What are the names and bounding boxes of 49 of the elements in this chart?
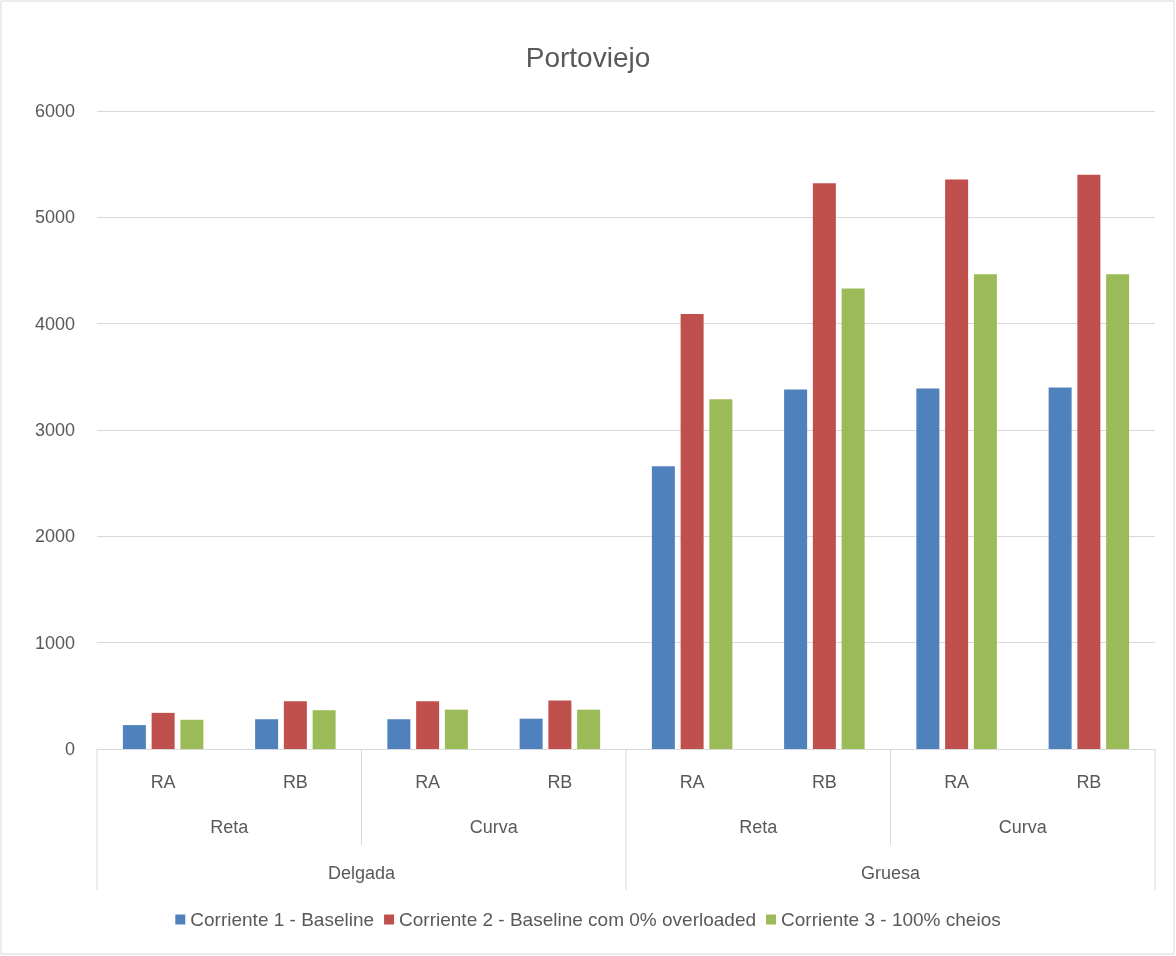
bar	[180, 719, 204, 749]
y-tick-label: 4000	[34, 313, 75, 334]
y-tick-label: 1000	[34, 632, 75, 653]
chart-title: Portoviejo	[525, 41, 651, 73]
bar	[945, 179, 969, 749]
legend-label: Corriente 3 - 100% cheios	[781, 909, 1001, 930]
bar	[444, 709, 468, 749]
bar	[1106, 274, 1130, 749]
text: Gruesa	[860, 863, 921, 883]
y-tick-label: 6000	[34, 101, 75, 121]
bar	[784, 389, 808, 749]
legend-label: Corriente 1 - Baseline	[190, 909, 375, 930]
bar	[651, 466, 675, 749]
text: Delgada	[327, 863, 397, 883]
x-tick-label: RA	[150, 772, 176, 792]
x-tick-label: RA	[679, 772, 705, 792]
bar	[283, 701, 307, 749]
bar	[548, 700, 572, 749]
x-tick-label: RB	[282, 772, 308, 792]
bar	[151, 712, 175, 749]
text: Reta	[739, 817, 779, 837]
y-tick-label: 3000	[34, 420, 75, 440]
y-tick-label: 2000	[34, 526, 75, 547]
bar	[1048, 387, 1072, 749]
x-tick-label: RB	[811, 772, 837, 792]
y-tick-label: 5000	[34, 207, 75, 228]
bar	[680, 314, 704, 749]
y-tick-label: 0	[64, 739, 75, 759]
legend-label: Corriente 2 - Baseline com 0% overloaded	[399, 909, 757, 930]
x-tick-label: RB	[547, 772, 573, 792]
bar	[812, 183, 836, 749]
bar	[841, 288, 865, 749]
bar	[387, 719, 411, 749]
bar	[916, 388, 940, 749]
bar	[122, 725, 146, 749]
x-tick-label: RA	[415, 772, 441, 792]
bar	[312, 710, 336, 749]
bar	[709, 399, 733, 749]
bar	[973, 274, 997, 749]
bar	[255, 719, 279, 749]
bar	[519, 718, 543, 749]
x-tick-label: RB	[1076, 772, 1102, 792]
x-tick-label: RA	[944, 772, 970, 792]
text: Curva	[998, 817, 1048, 837]
bar	[1077, 174, 1101, 749]
bar	[416, 701, 440, 749]
text: Reta	[210, 817, 250, 837]
bar	[577, 709, 601, 749]
text: Curva	[469, 817, 519, 837]
